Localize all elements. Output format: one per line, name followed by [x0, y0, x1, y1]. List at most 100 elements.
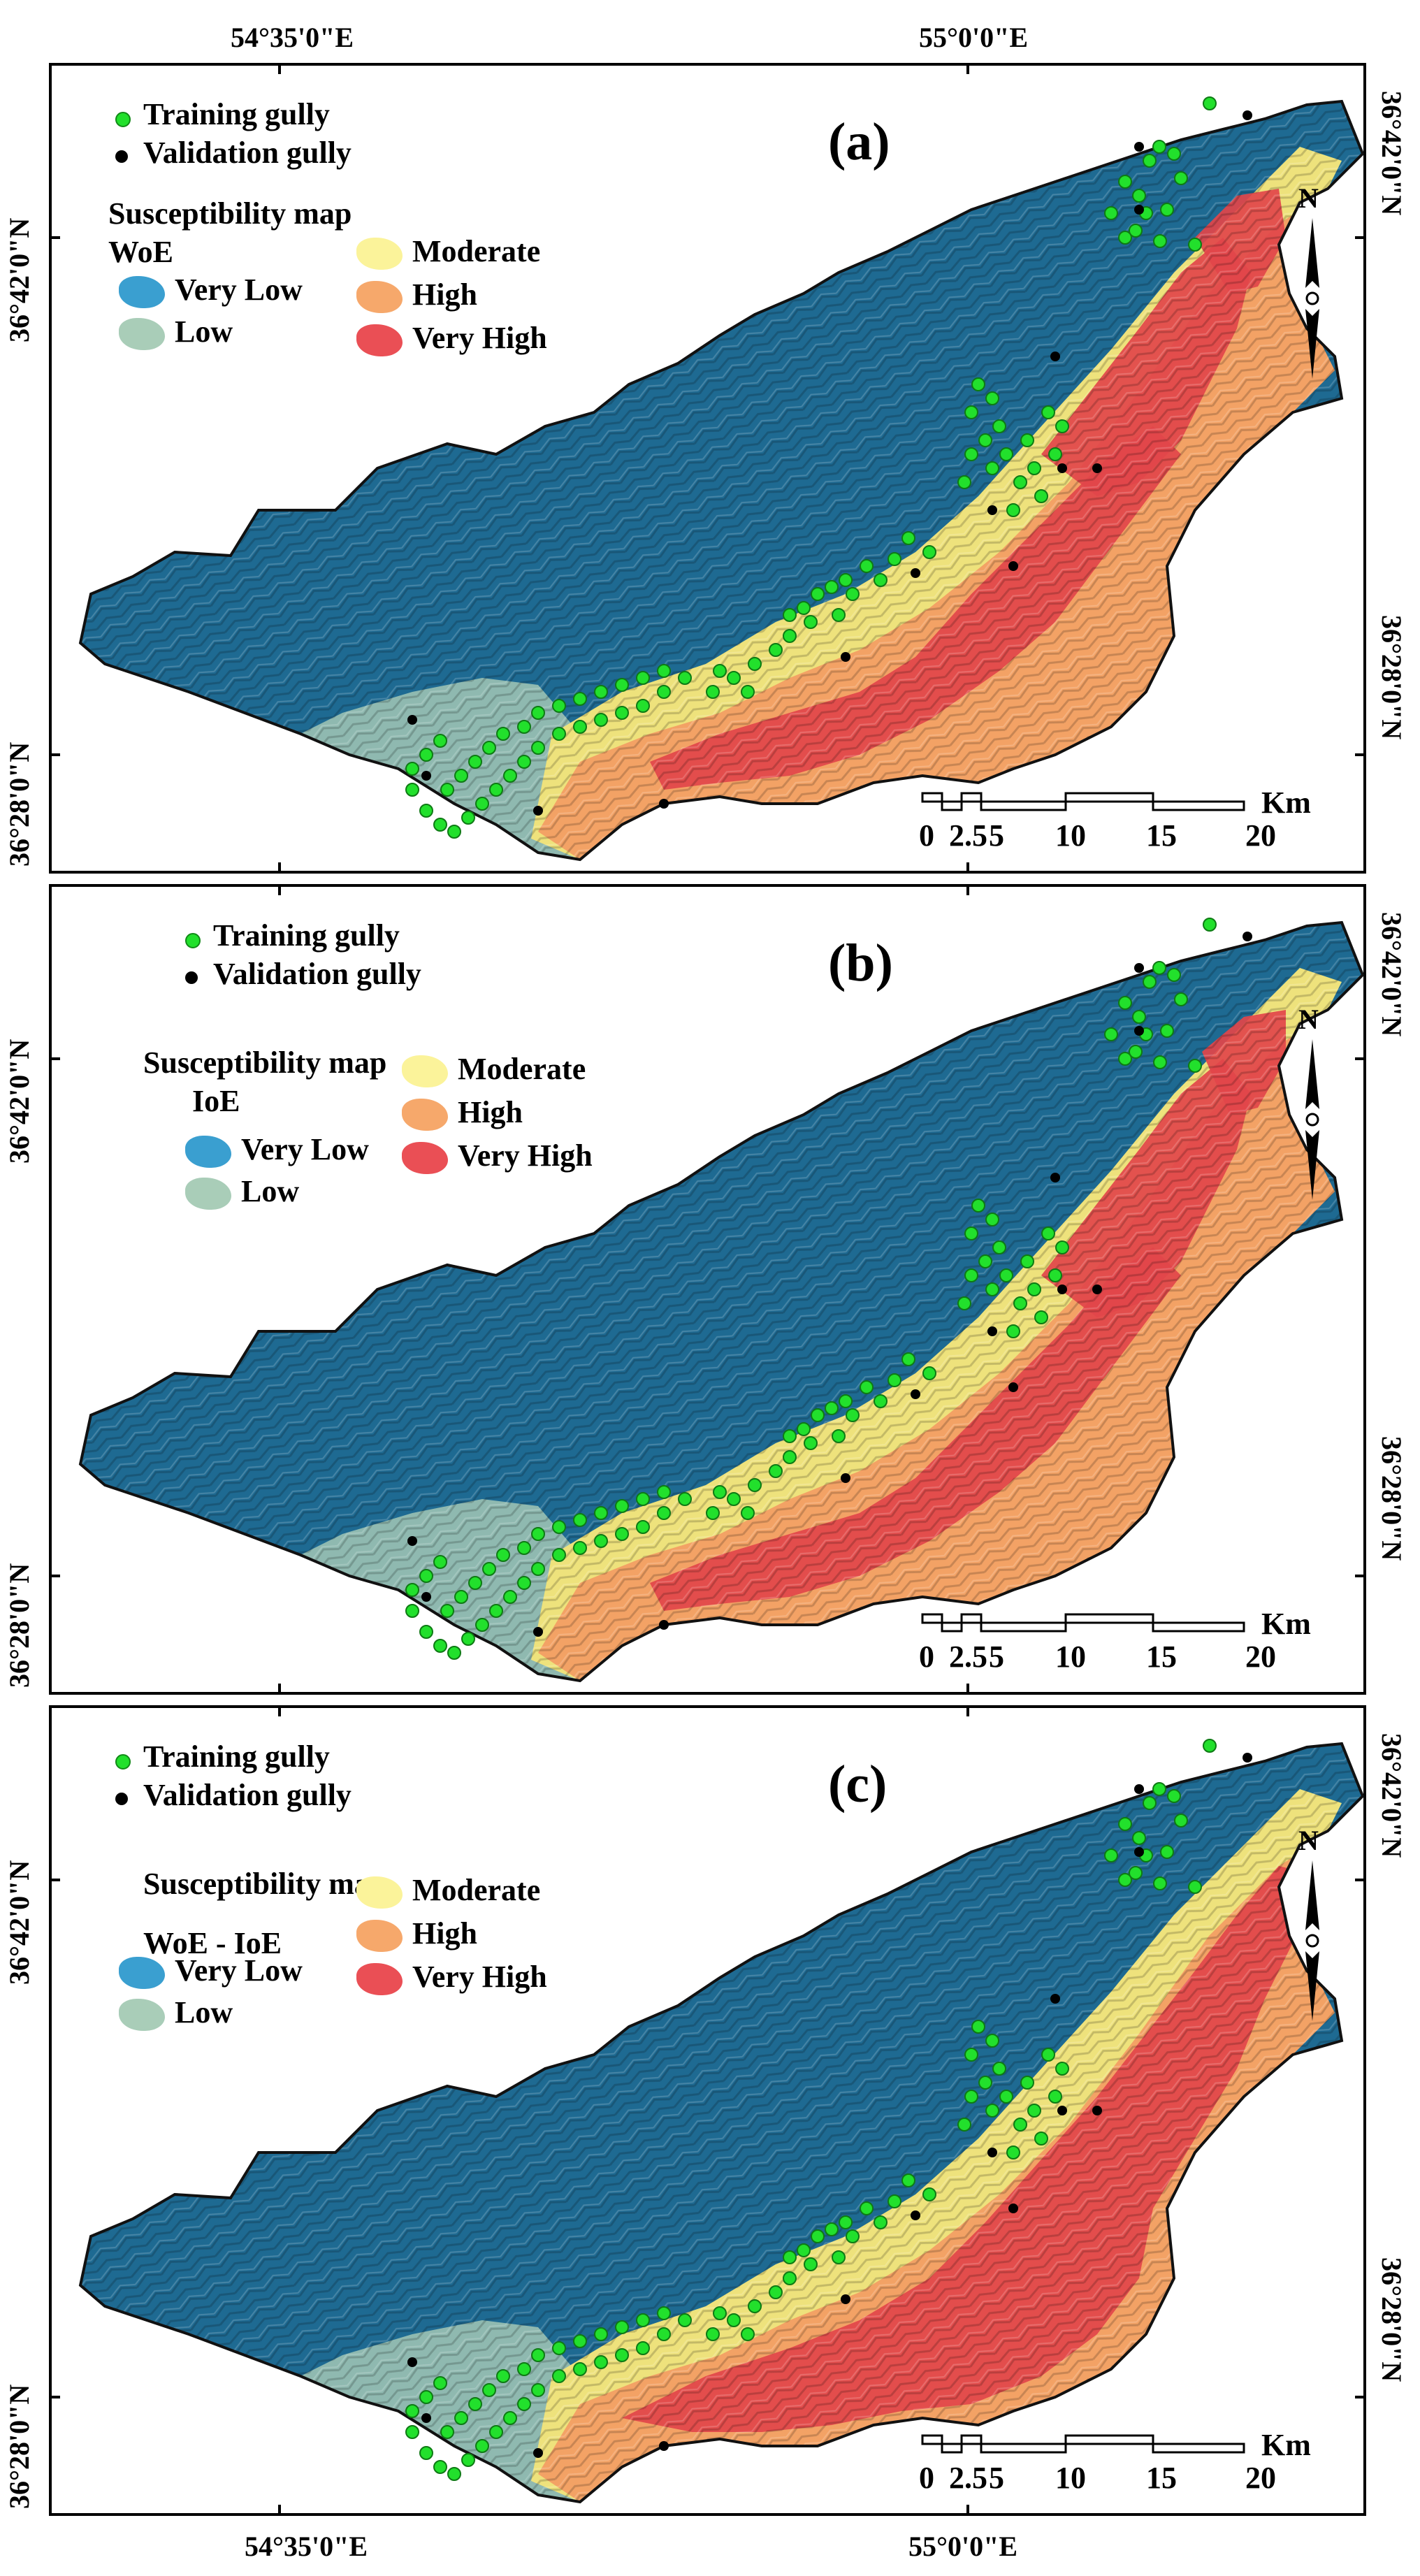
- training-gully-point: [1167, 147, 1181, 161]
- training-gully-label: Training gully: [143, 97, 330, 131]
- training-gully-point: [594, 1506, 608, 1520]
- training-gully-point: [552, 1520, 566, 1534]
- training-gully-point: [419, 1569, 433, 1583]
- training-gully-point: [846, 2229, 860, 2243]
- training-gully-point: [636, 671, 650, 685]
- training-gully-point: [964, 1268, 978, 1282]
- map-panel-3: (c) Training gully Validation gully Suscept…: [3, 1705, 1407, 2516]
- scale-tick-label: 2.5: [949, 818, 987, 853]
- training-gully-point: [1006, 2146, 1020, 2159]
- scale-tick-label: 0: [919, 2461, 934, 2495]
- training-gully-point: [839, 573, 853, 587]
- training-gully-point: [825, 1401, 839, 1415]
- validation-gully-legend-marker: [115, 1793, 128, 1805]
- training-gully-point: [1129, 224, 1143, 238]
- training-gully-point: [922, 1366, 936, 1380]
- validation-gully-point: [1134, 205, 1144, 215]
- method-label: WoE: [108, 235, 173, 269]
- scale-bar-segment: [960, 2434, 983, 2445]
- training-gully-point: [1203, 918, 1217, 932]
- validation-gully-point: [1050, 1173, 1060, 1182]
- training-gully-point: [804, 1436, 818, 1450]
- scale-bar-segment: [921, 1613, 943, 1624]
- scale-tick-label: 5: [989, 1640, 1004, 1674]
- training-gully-point: [433, 818, 447, 832]
- validation-gully-point: [533, 1627, 543, 1637]
- training-gully-point: [468, 1576, 482, 1590]
- training-gully-point: [999, 447, 1013, 461]
- legend-label-low: Low: [175, 314, 233, 349]
- validation-gully-point: [1008, 561, 1018, 571]
- lat-upper-right-label: 36°42'0"N: [1376, 912, 1407, 1037]
- validation-gully-point: [1134, 963, 1144, 973]
- training-gully-point: [971, 1199, 985, 1213]
- training-gully-point: [1118, 175, 1132, 189]
- training-gully-point: [447, 1646, 461, 1660]
- training-gully-point: [517, 2362, 531, 2376]
- training-gully-point: [741, 2327, 755, 2341]
- training-gully-point: [657, 2327, 671, 2341]
- training-gully-point: [922, 545, 936, 559]
- training-gully-point: [573, 720, 587, 734]
- training-gully-point: [405, 2404, 419, 2418]
- training-gully-point: [475, 1618, 489, 1632]
- scale-tick-label: 10: [1055, 2461, 1086, 2495]
- training-gully-point: [957, 2118, 971, 2132]
- training-gully-point: [783, 1429, 797, 1443]
- scale-tick-label: 15: [1146, 2461, 1177, 2495]
- training-gully-point: [1174, 171, 1188, 185]
- training-gully-point: [657, 1485, 671, 1499]
- method-label: WoE - IoE: [143, 1926, 282, 1960]
- training-gully-point: [447, 2467, 461, 2481]
- map-panel-1: (a) Training gully Validation gully Suscept…: [3, 63, 1407, 874]
- training-gully-point: [713, 2306, 727, 2320]
- training-gully-label: Training gully: [213, 918, 400, 953]
- training-gully-point: [454, 2411, 468, 2425]
- training-gully-point: [531, 741, 545, 755]
- validation-gully-point: [407, 2357, 417, 2367]
- training-gully-point: [1006, 1324, 1020, 1338]
- watershed-boundary: [78, 1742, 1365, 2504]
- training-gully-point: [1020, 2076, 1034, 2090]
- legend-label-high: High: [412, 277, 477, 312]
- legend-swatch-very-low: [185, 1136, 231, 1168]
- training-gully-point: [783, 608, 797, 622]
- scale-tick-label: 20: [1245, 818, 1276, 853]
- training-gully-point: [874, 573, 888, 587]
- training-gully-point: [1055, 2062, 1069, 2076]
- training-gully-point: [1020, 433, 1034, 447]
- training-gully-point: [615, 2320, 629, 2334]
- training-gully-point: [1118, 1873, 1132, 1887]
- training-gully-point: [1167, 968, 1181, 982]
- training-gully-point: [992, 419, 1006, 433]
- training-gully-point: [1129, 1866, 1143, 1880]
- training-gully-point: [1143, 975, 1157, 989]
- scale-tick-label: 5: [989, 2461, 1004, 2495]
- training-gully-point: [573, 2334, 587, 2348]
- validation-gully-point: [1057, 2106, 1067, 2115]
- scale-tick-label: 20: [1245, 1640, 1276, 1674]
- training-gully-point: [1174, 992, 1188, 1006]
- training-gully-point: [797, 601, 811, 615]
- lat-lower-right-label: 36°28'0"N: [1376, 615, 1407, 740]
- training-gully-point: [657, 685, 671, 699]
- legend-swatch-moderate: [402, 1055, 448, 1087]
- panel-label: (c): [828, 1755, 888, 1814]
- training-gully-point: [1013, 2118, 1027, 2132]
- training-gully-point: [531, 2383, 545, 2397]
- training-gully-point: [783, 629, 797, 643]
- training-gully-point: [978, 1254, 992, 1268]
- training-gully-point: [1153, 1876, 1167, 1890]
- scale-tick-label: 5: [989, 818, 1004, 853]
- training-gully-point: [727, 1492, 741, 1506]
- training-gully-point: [741, 1506, 755, 1520]
- training-gully-point: [615, 706, 629, 720]
- training-gully-point: [713, 1485, 727, 1499]
- training-gully-point: [657, 1506, 671, 1520]
- training-gully-legend-marker: [115, 1754, 131, 1770]
- validation-gully-point: [1050, 1994, 1060, 2004]
- validation-gully-point: [841, 2294, 850, 2304]
- training-gully-point: [594, 685, 608, 699]
- validation-gully-point: [987, 1326, 997, 1336]
- training-gully-point: [615, 2348, 629, 2362]
